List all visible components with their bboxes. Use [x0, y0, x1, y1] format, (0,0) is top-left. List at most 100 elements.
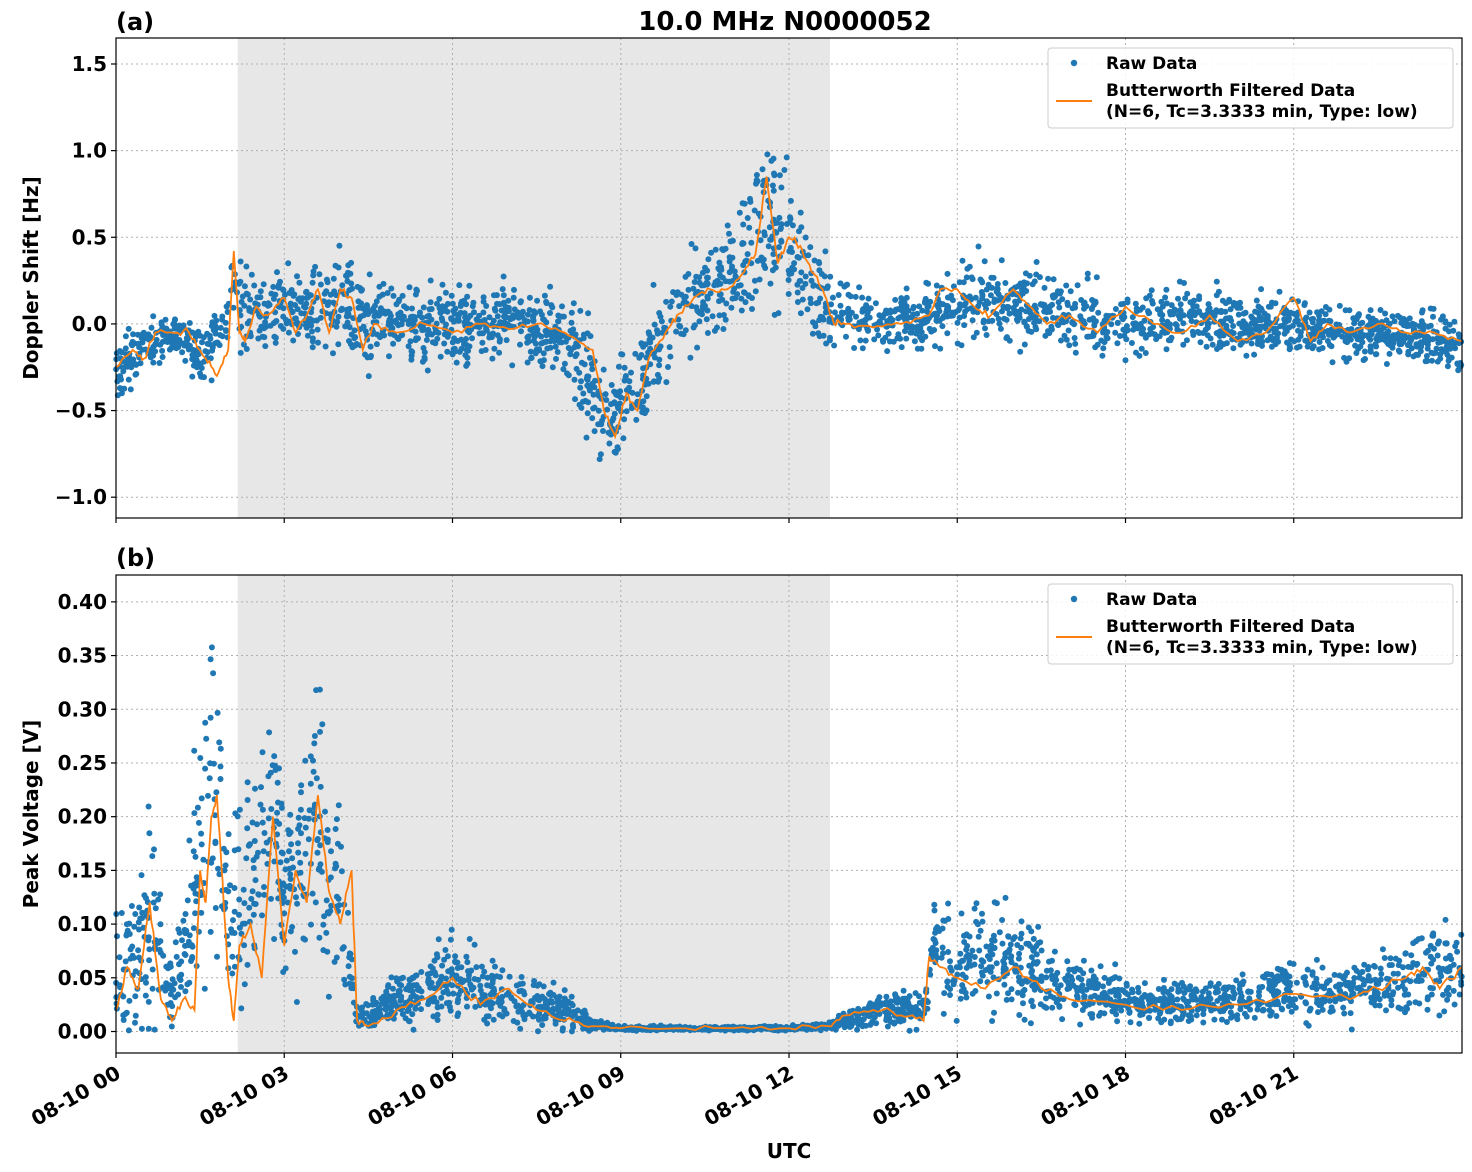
panel-a-ylabel: Doppler Shift [Hz] — [19, 176, 43, 380]
raw-data-point — [1410, 353, 1417, 360]
raw-data-point — [948, 292, 955, 299]
raw-data-point — [1028, 328, 1035, 335]
raw-data-point — [921, 299, 928, 306]
raw-data-point — [424, 313, 431, 320]
raw-data-point — [1228, 317, 1235, 324]
raw-data-point — [125, 1027, 132, 1034]
raw-data-point — [1303, 314, 1310, 321]
raw-data-point — [194, 364, 200, 371]
raw-data-point — [781, 167, 788, 173]
raw-data-point — [116, 954, 123, 961]
raw-data-point — [650, 378, 657, 385]
raw-data-point — [312, 899, 319, 906]
raw-data-point — [875, 332, 882, 339]
raw-data-point — [1424, 1006, 1431, 1013]
raw-data-point — [195, 328, 202, 335]
raw-data-point — [1313, 975, 1320, 982]
raw-data-point — [151, 890, 158, 897]
raw-data-point — [464, 327, 471, 334]
raw-data-point — [1438, 338, 1445, 345]
raw-data-point — [332, 826, 339, 832]
raw-data-point — [1007, 941, 1014, 948]
raw-data-point — [804, 306, 811, 313]
raw-data-point — [127, 955, 134, 962]
raw-data-point — [259, 819, 266, 826]
raw-data-point — [241, 900, 248, 907]
raw-data-point — [287, 876, 294, 882]
raw-data-point — [831, 309, 838, 316]
raw-data-point — [384, 999, 391, 1006]
raw-data-point — [944, 270, 951, 277]
raw-data-point — [611, 388, 618, 395]
raw-data-point — [930, 936, 937, 942]
raw-data-point — [1383, 361, 1390, 367]
raw-data-point — [283, 883, 290, 890]
raw-data-point — [241, 283, 248, 290]
raw-data-point — [302, 936, 308, 943]
raw-data-point — [1093, 274, 1100, 281]
raw-data-point — [1324, 978, 1331, 985]
raw-data-point — [1321, 983, 1328, 990]
raw-data-point — [1265, 303, 1272, 310]
raw-data-point — [939, 323, 946, 330]
raw-data-point — [166, 346, 173, 353]
raw-data-point — [1082, 1002, 1089, 1009]
raw-data-point — [286, 848, 292, 855]
raw-data-point — [322, 343, 329, 350]
raw-data-point — [1127, 998, 1134, 1005]
raw-data-point — [753, 180, 759, 187]
raw-data-point — [1364, 332, 1371, 339]
raw-data-point — [580, 390, 587, 397]
raw-data-point — [667, 353, 674, 360]
raw-data-point — [1383, 317, 1390, 324]
raw-data-point — [527, 348, 534, 355]
raw-data-point — [343, 272, 349, 279]
raw-data-point — [1058, 337, 1064, 344]
panel-b: (b) 0.400.350.300.250.200.150.100.050.00… — [19, 544, 1465, 1131]
raw-data-point — [924, 304, 931, 311]
raw-data-point — [146, 830, 153, 837]
raw-data-point — [1234, 300, 1241, 307]
raw-data-point — [1001, 981, 1008, 988]
raw-data-point — [372, 302, 378, 309]
raw-data-point — [266, 301, 273, 308]
raw-data-point — [954, 319, 961, 326]
raw-data-point — [457, 303, 464, 309]
raw-data-point — [859, 1023, 866, 1030]
raw-data-point — [272, 291, 279, 298]
raw-data-point — [191, 810, 198, 817]
raw-data-point — [532, 349, 539, 356]
raw-data-point — [822, 309, 829, 316]
raw-data-point — [1025, 924, 1032, 931]
raw-data-point — [114, 378, 121, 385]
raw-data-point — [118, 910, 125, 916]
raw-data-point — [711, 327, 718, 334]
raw-data-point — [333, 816, 340, 823]
raw-data-point — [960, 957, 966, 964]
raw-data-point — [985, 993, 992, 1000]
raw-data-point — [816, 267, 823, 274]
raw-data-point — [656, 356, 663, 363]
raw-data-point — [335, 313, 342, 320]
raw-data-point — [1079, 982, 1086, 989]
raw-data-point — [217, 332, 224, 338]
raw-data-point — [1385, 328, 1392, 335]
raw-data-point — [929, 946, 935, 953]
raw-data-point — [435, 936, 442, 943]
raw-data-point — [317, 314, 324, 321]
raw-data-point — [259, 749, 266, 756]
raw-data-point — [795, 254, 802, 261]
raw-data-point — [665, 364, 671, 370]
raw-data-point — [517, 1025, 524, 1032]
raw-data-point — [983, 943, 990, 950]
raw-data-point — [491, 292, 497, 299]
raw-data-point — [1077, 1021, 1084, 1028]
raw-data-point — [1251, 351, 1258, 358]
raw-data-point — [436, 295, 443, 302]
raw-data-point — [925, 280, 932, 287]
raw-data-point — [471, 309, 477, 316]
raw-data-point — [164, 985, 171, 992]
raw-data-point — [1163, 300, 1170, 307]
raw-data-point — [605, 429, 612, 436]
raw-data-point — [366, 271, 373, 278]
